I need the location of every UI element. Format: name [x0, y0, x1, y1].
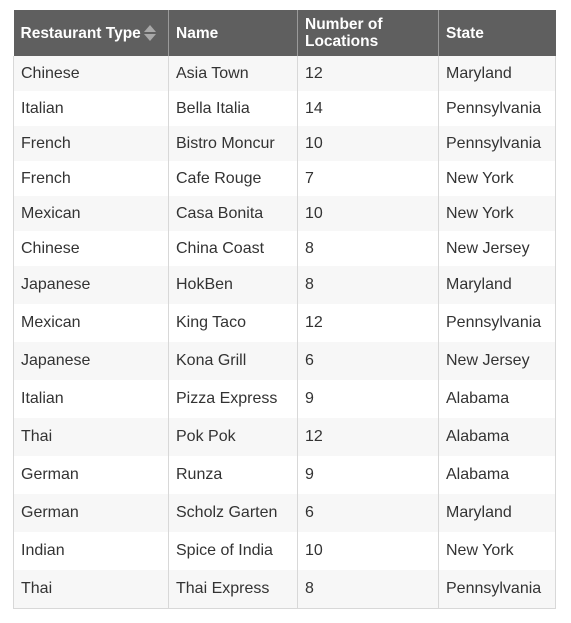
cell-number-of-locations: 9	[297, 380, 439, 418]
cell-name: Scholz Garten	[168, 494, 298, 532]
table-row: French Cafe Rouge 7 New York	[13, 161, 556, 196]
cell-restaurant-type: Italian	[13, 91, 169, 126]
table-row: Mexican King Taco 12 Pennsylvania	[13, 304, 556, 342]
cell-name: Casa Bonita	[168, 196, 298, 231]
cell-restaurant-type: Chinese	[13, 231, 169, 266]
cell-number-of-locations: 12	[297, 418, 439, 456]
cell-restaurant-type: Indian	[13, 532, 169, 570]
cell-number-of-locations: 6	[297, 342, 439, 380]
table-row: Chinese Asia Town 12 Maryland	[13, 56, 556, 91]
cell-number-of-locations: 14	[297, 91, 439, 126]
cell-name: Thai Express	[168, 570, 298, 609]
cell-state: New Jersey	[438, 231, 556, 266]
cell-restaurant-type: French	[13, 161, 169, 196]
cell-number-of-locations: 12	[297, 56, 439, 91]
table-row: French Bistro Moncur 10 Pennsylvania	[13, 126, 556, 161]
cell-number-of-locations: 9	[297, 456, 439, 494]
table-row: Chinese China Coast 8 New Jersey	[13, 231, 556, 266]
column-header-state: State	[438, 10, 556, 56]
cell-number-of-locations: 8	[297, 266, 439, 304]
cell-number-of-locations: 8	[297, 570, 439, 609]
cell-restaurant-type: Italian	[13, 380, 169, 418]
cell-name: Bella Italia	[168, 91, 298, 126]
cell-restaurant-type: Japanese	[13, 266, 169, 304]
cell-state: Maryland	[438, 56, 556, 91]
cell-name: Cafe Rouge	[168, 161, 298, 196]
restaurant-table: Restaurant Type Name Number of Locations…	[13, 10, 556, 609]
column-header-label: Number of Locations	[305, 16, 383, 50]
cell-restaurant-type: Chinese	[13, 56, 169, 91]
cell-state: New York	[438, 161, 556, 196]
cell-restaurant-type: Japanese	[13, 342, 169, 380]
cell-restaurant-type: Mexican	[13, 196, 169, 231]
sort-up-icon	[143, 25, 156, 32]
cell-state: New York	[438, 532, 556, 570]
column-header-label: Restaurant Type	[20, 24, 141, 42]
cell-state: Maryland	[438, 494, 556, 532]
cell-number-of-locations: 10	[297, 126, 439, 161]
cell-name: Kona Grill	[168, 342, 298, 380]
table-row: Thai Thai Express 8 Pennsylvania	[13, 570, 556, 609]
cell-number-of-locations: 10	[297, 532, 439, 570]
cell-name: Runza	[168, 456, 298, 494]
cell-restaurant-type: German	[13, 494, 169, 532]
column-header-label: Name	[176, 24, 219, 42]
table-row: Japanese HokBen 8 Maryland	[13, 266, 556, 304]
cell-restaurant-type: French	[13, 126, 169, 161]
cell-name: Pok Pok	[168, 418, 298, 456]
cell-state: Alabama	[438, 456, 556, 494]
cell-state: Alabama	[438, 418, 556, 456]
table-row: Italian Bella Italia 14 Pennsylvania	[13, 91, 556, 126]
cell-restaurant-type: Thai	[13, 570, 169, 609]
table-header: Restaurant Type Name Number of Locations…	[13, 10, 556, 56]
table-body: Chinese Asia Town 12 Maryland Italian Bella I…	[13, 56, 556, 609]
cell-name: China Coast	[168, 231, 298, 266]
sort-down-icon	[143, 34, 156, 41]
table-row: German Scholz Garten 6 Maryland	[13, 494, 556, 532]
cell-state: Alabama	[438, 380, 556, 418]
cell-restaurant-type: German	[13, 456, 169, 494]
cell-number-of-locations: 12	[297, 304, 439, 342]
cell-state: Pennsylvania	[438, 126, 556, 161]
table-row: Thai Pok Pok 12 Alabama	[13, 418, 556, 456]
column-header-number-of-locations: Number of Locations	[297, 10, 439, 56]
restaurant-table-container: Restaurant Type Name Number of Locations…	[13, 10, 556, 609]
cell-name: Bistro Moncur	[168, 126, 298, 161]
cell-state: New York	[438, 196, 556, 231]
cell-name: Spice of India	[168, 532, 298, 570]
cell-state: Pennsylvania	[438, 91, 556, 126]
cell-restaurant-type: Thai	[13, 418, 169, 456]
table-row: Japanese Kona Grill 6 New Jersey	[13, 342, 556, 380]
cell-name: Asia Town	[168, 56, 298, 91]
column-header-restaurant-type[interactable]: Restaurant Type	[13, 10, 169, 56]
table-row: Italian Pizza Express 9 Alabama	[13, 380, 556, 418]
cell-state: New Jersey	[438, 342, 556, 380]
column-header-name: Name	[168, 10, 298, 56]
table-row: Mexican Casa Bonita 10 New York	[13, 196, 556, 231]
sort-icon[interactable]	[143, 25, 156, 41]
cell-name: Pizza Express	[168, 380, 298, 418]
cell-restaurant-type: Mexican	[13, 304, 169, 342]
cell-number-of-locations: 10	[297, 196, 439, 231]
cell-number-of-locations: 6	[297, 494, 439, 532]
header-row: Restaurant Type Name Number of Locations…	[13, 10, 556, 56]
cell-number-of-locations: 7	[297, 161, 439, 196]
table-row: German Runza 9 Alabama	[13, 456, 556, 494]
cell-name: King Taco	[168, 304, 298, 342]
cell-state: Pennsylvania	[438, 570, 556, 609]
cell-state: Maryland	[438, 266, 556, 304]
table-row: Indian Spice of India 10 New York	[13, 532, 556, 570]
cell-state: Pennsylvania	[438, 304, 556, 342]
cell-name: HokBen	[168, 266, 298, 304]
column-header-label: State	[446, 24, 484, 42]
cell-number-of-locations: 8	[297, 231, 439, 266]
